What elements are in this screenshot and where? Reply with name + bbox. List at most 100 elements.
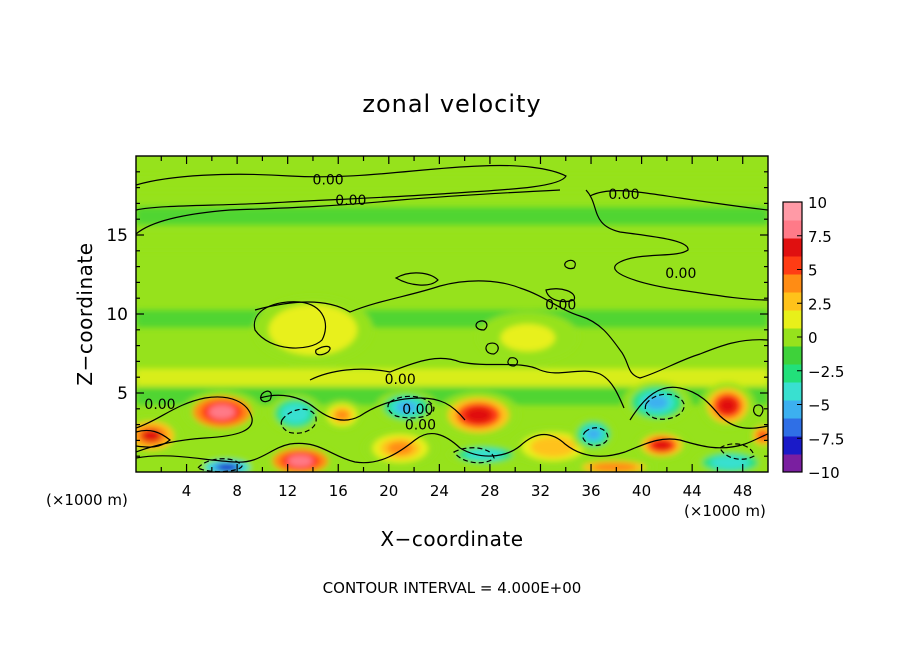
field-blob-21-3 bbox=[718, 397, 737, 414]
colorbar-swatch-14 bbox=[783, 202, 802, 221]
contour-line-right-mid bbox=[585, 189, 768, 301]
field-blob-25-3 bbox=[510, 329, 545, 347]
colorbar-swatch-13 bbox=[783, 220, 802, 239]
contour-line-dashed-5 bbox=[197, 458, 243, 472]
contour-line-right-upper bbox=[589, 190, 768, 211]
colorbar-label-4: 0 bbox=[808, 329, 818, 347]
contour-line-small-3 bbox=[315, 345, 331, 356]
colorbar-swatch-1 bbox=[783, 436, 802, 455]
field-band-1 bbox=[136, 207, 768, 225]
contour-line-mid-complex bbox=[254, 280, 768, 379]
field-blob-16-3 bbox=[538, 440, 568, 454]
colorbar-swatch-10 bbox=[783, 274, 802, 293]
contour-line-right-lower bbox=[629, 386, 768, 429]
field-blob-15-3 bbox=[387, 441, 413, 455]
contour-line-dashed-7 bbox=[719, 443, 755, 460]
contour-line-dashed-1 bbox=[280, 408, 317, 434]
colorbar-label-2: 5 bbox=[808, 262, 818, 280]
contour-line-dashed-2 bbox=[387, 395, 435, 419]
x-axis-label: X−coordinate bbox=[380, 527, 523, 551]
field-blob-8-3 bbox=[216, 463, 238, 471]
colorbar-label-5: −2.5 bbox=[808, 363, 844, 381]
colorbar-swatch-4 bbox=[783, 382, 802, 401]
contour-line-small-4 bbox=[545, 288, 576, 303]
field-blob-22-3 bbox=[717, 458, 743, 467]
contour-label-6: 0.00 bbox=[405, 418, 436, 434]
colorbar-swatch-9 bbox=[783, 292, 802, 311]
colorbar-label-3: 2.5 bbox=[808, 295, 832, 313]
colorbar bbox=[782, 201, 803, 473]
x-tick-label-7: 32 bbox=[531, 482, 550, 500]
field-blob-7-3 bbox=[208, 404, 236, 420]
contour-label-7: 0.00 bbox=[144, 397, 175, 413]
chart-title: zonal velocity bbox=[362, 90, 541, 118]
contour-label-group: 0.000.00 0.000.000.000.000.000.00 0.00 bbox=[144, 173, 696, 434]
field-band-4 bbox=[136, 368, 768, 386]
contour-interval-note: CONTOUR INTERVAL = 4.000E+00 bbox=[323, 579, 582, 597]
x-tick-label-8: 36 bbox=[581, 482, 600, 500]
field-blob-20-3 bbox=[652, 440, 671, 451]
colorbar-label-1: 7.5 bbox=[808, 228, 832, 246]
y-tick-label-1: 10 bbox=[106, 305, 128, 325]
contour-line-dashed-4 bbox=[582, 427, 609, 447]
axis-ticks bbox=[136, 156, 768, 472]
colorbar-label-8: −10 bbox=[808, 464, 840, 482]
contour-label-4: 0.00 bbox=[545, 298, 576, 314]
contour-line-lower-complex bbox=[309, 357, 625, 409]
field-blob-18-3 bbox=[599, 464, 629, 471]
colorbar-labels: 10 7.5 5 2.5 0 −2.5 −5 −7.5 −10 bbox=[808, 194, 844, 482]
x-tick-label-11: 48 bbox=[733, 482, 752, 500]
contour-line-upper-2 bbox=[136, 189, 561, 235]
contour-line-small-8 bbox=[753, 404, 764, 417]
colorbar-swatch-6 bbox=[783, 346, 802, 365]
x-tick-label-10: 44 bbox=[683, 482, 702, 500]
contour-line-island-1 bbox=[253, 301, 327, 349]
contour-line-island-right bbox=[394, 272, 439, 286]
contour-line-dashed-3 bbox=[644, 393, 685, 420]
x-tick-label-9: 40 bbox=[632, 482, 651, 500]
x-tick-label-2: 12 bbox=[278, 482, 297, 500]
contour-line-small-6 bbox=[564, 259, 576, 270]
x-tick-label-1: 8 bbox=[232, 482, 242, 500]
x-tick-label-0: 4 bbox=[182, 482, 192, 500]
x-tick-label-4: 20 bbox=[379, 482, 398, 500]
y-tick-label-2: 15 bbox=[106, 226, 128, 246]
contour-line-small-5 bbox=[507, 357, 519, 367]
field-blob-24-3 bbox=[293, 318, 333, 342]
contour-line-upper bbox=[136, 164, 567, 211]
x-unit-left: (×1000 m) bbox=[46, 491, 128, 509]
contour-line-bottom-wave bbox=[136, 432, 768, 464]
y-tick-label-0: 5 bbox=[117, 384, 128, 404]
colorbar-label-0: 10 bbox=[808, 194, 827, 212]
field-band-0 bbox=[136, 174, 768, 192]
field-blob-9-3 bbox=[287, 455, 313, 467]
contour-line-small-1 bbox=[475, 320, 488, 331]
x-tick-labels: 4 8 12 16 20 24 28 32 36 40 44 48 bbox=[182, 482, 752, 500]
contour-lines bbox=[136, 164, 768, 472]
field-band-3 bbox=[136, 310, 768, 328]
contour-label-0: 0.00 bbox=[313, 173, 344, 189]
field-blob-12-3 bbox=[396, 401, 417, 413]
colorbar-label-6: −5 bbox=[808, 397, 830, 415]
colorbar-swatch-12 bbox=[783, 238, 802, 257]
field-blob-10-3 bbox=[286, 407, 305, 420]
plot-area: 0.000.00 0.000.000.000.000.000.00 0.00 bbox=[135, 155, 769, 473]
x-unit-right: (×1000 m) bbox=[684, 502, 766, 520]
contour-line-left-low bbox=[136, 429, 171, 448]
contour-label-5: 0.00 bbox=[385, 372, 416, 388]
contour-label-8: 0.00 bbox=[402, 402, 433, 418]
field-band-2 bbox=[136, 232, 768, 251]
colorbar-swatch-7 bbox=[783, 328, 802, 347]
colorbar-label-7: −7.5 bbox=[808, 430, 844, 448]
field-blob-13-3 bbox=[464, 407, 493, 423]
y-axis-label: Z−coordinate bbox=[73, 242, 97, 385]
contour-line-lower-mid bbox=[259, 394, 466, 421]
contour-label-1: 0.00 bbox=[335, 193, 366, 209]
contour-line-dashed-6 bbox=[453, 447, 495, 464]
field-blob-19-3 bbox=[645, 395, 669, 410]
colorbar-swatch-0 bbox=[783, 454, 802, 473]
x-tick-label-3: 16 bbox=[329, 482, 348, 500]
colorbar-swatch-3 bbox=[783, 400, 802, 419]
contour-line-small-2 bbox=[485, 342, 499, 355]
